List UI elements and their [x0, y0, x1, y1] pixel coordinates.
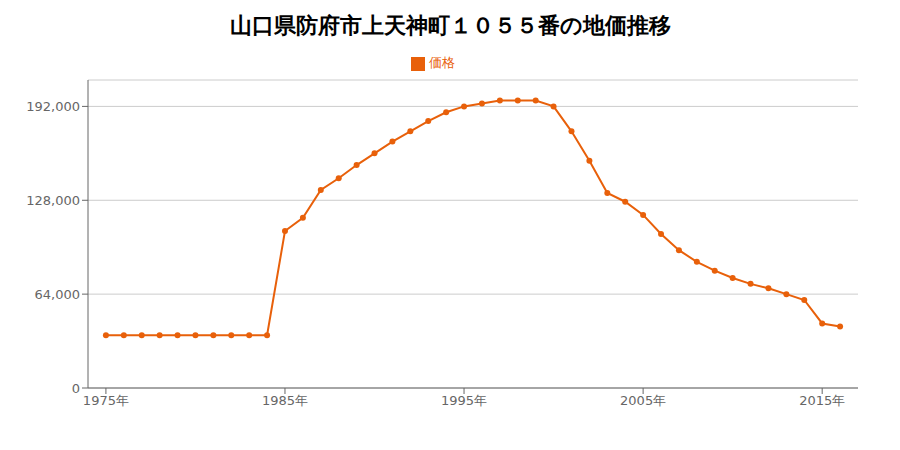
svg-text:0: 0 [72, 381, 80, 396]
svg-text:192,000: 192,000 [26, 99, 80, 114]
svg-text:1995年: 1995年 [441, 393, 487, 408]
svg-text:1985年: 1985年 [262, 393, 308, 408]
html-text:価格: 価格 [429, 55, 455, 70]
svg-text:1975年: 1975年 [83, 393, 129, 408]
svg-text:2015年: 2015年 [799, 393, 845, 408]
html-text:山口県防府市上天神町１０５５番の地価推移: 山口県防府市上天神町１０５５番の地価推移 [229, 13, 671, 38]
svg-text:2005年: 2005年 [620, 393, 666, 408]
svg-text:64,000: 64,000 [35, 287, 81, 302]
svg-text:128,000: 128,000 [26, 193, 80, 208]
